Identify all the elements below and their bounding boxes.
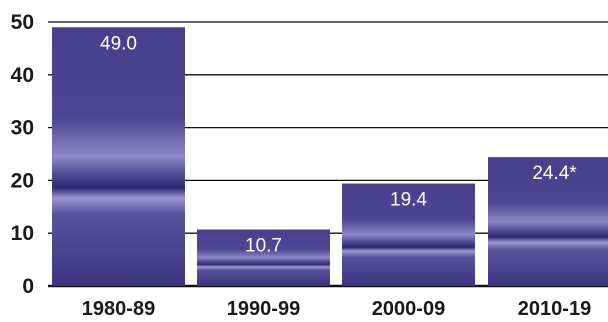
y-tick-label: 30 <box>11 117 34 140</box>
y-tick-label: 20 <box>11 169 34 192</box>
y-tick-label: 10 <box>11 222 34 245</box>
x-tick-label: 2010-19 <box>518 298 591 320</box>
y-tick-label: 50 <box>11 11 34 34</box>
bar <box>488 157 608 286</box>
data-label: 24.4* <box>532 163 577 184</box>
x-tick-label: 2000-09 <box>372 298 445 320</box>
labels: 0 10 20 30 40 50 49.0 1980-89 10.7 1990-99 19.4 200… <box>11 11 592 320</box>
bar <box>342 183 475 286</box>
y-tick-label: 40 <box>11 64 34 87</box>
data-label: 10.7 <box>245 236 282 257</box>
data-label: 49.0 <box>100 33 137 54</box>
x-tick-label: 1980-89 <box>82 298 155 320</box>
bar <box>197 229 330 286</box>
data-label: 19.4 <box>390 190 427 211</box>
bars <box>52 27 608 287</box>
x-tick-label: 1990-99 <box>227 298 300 320</box>
y-tick-label: 0 <box>22 275 34 298</box>
bar <box>52 27 185 287</box>
